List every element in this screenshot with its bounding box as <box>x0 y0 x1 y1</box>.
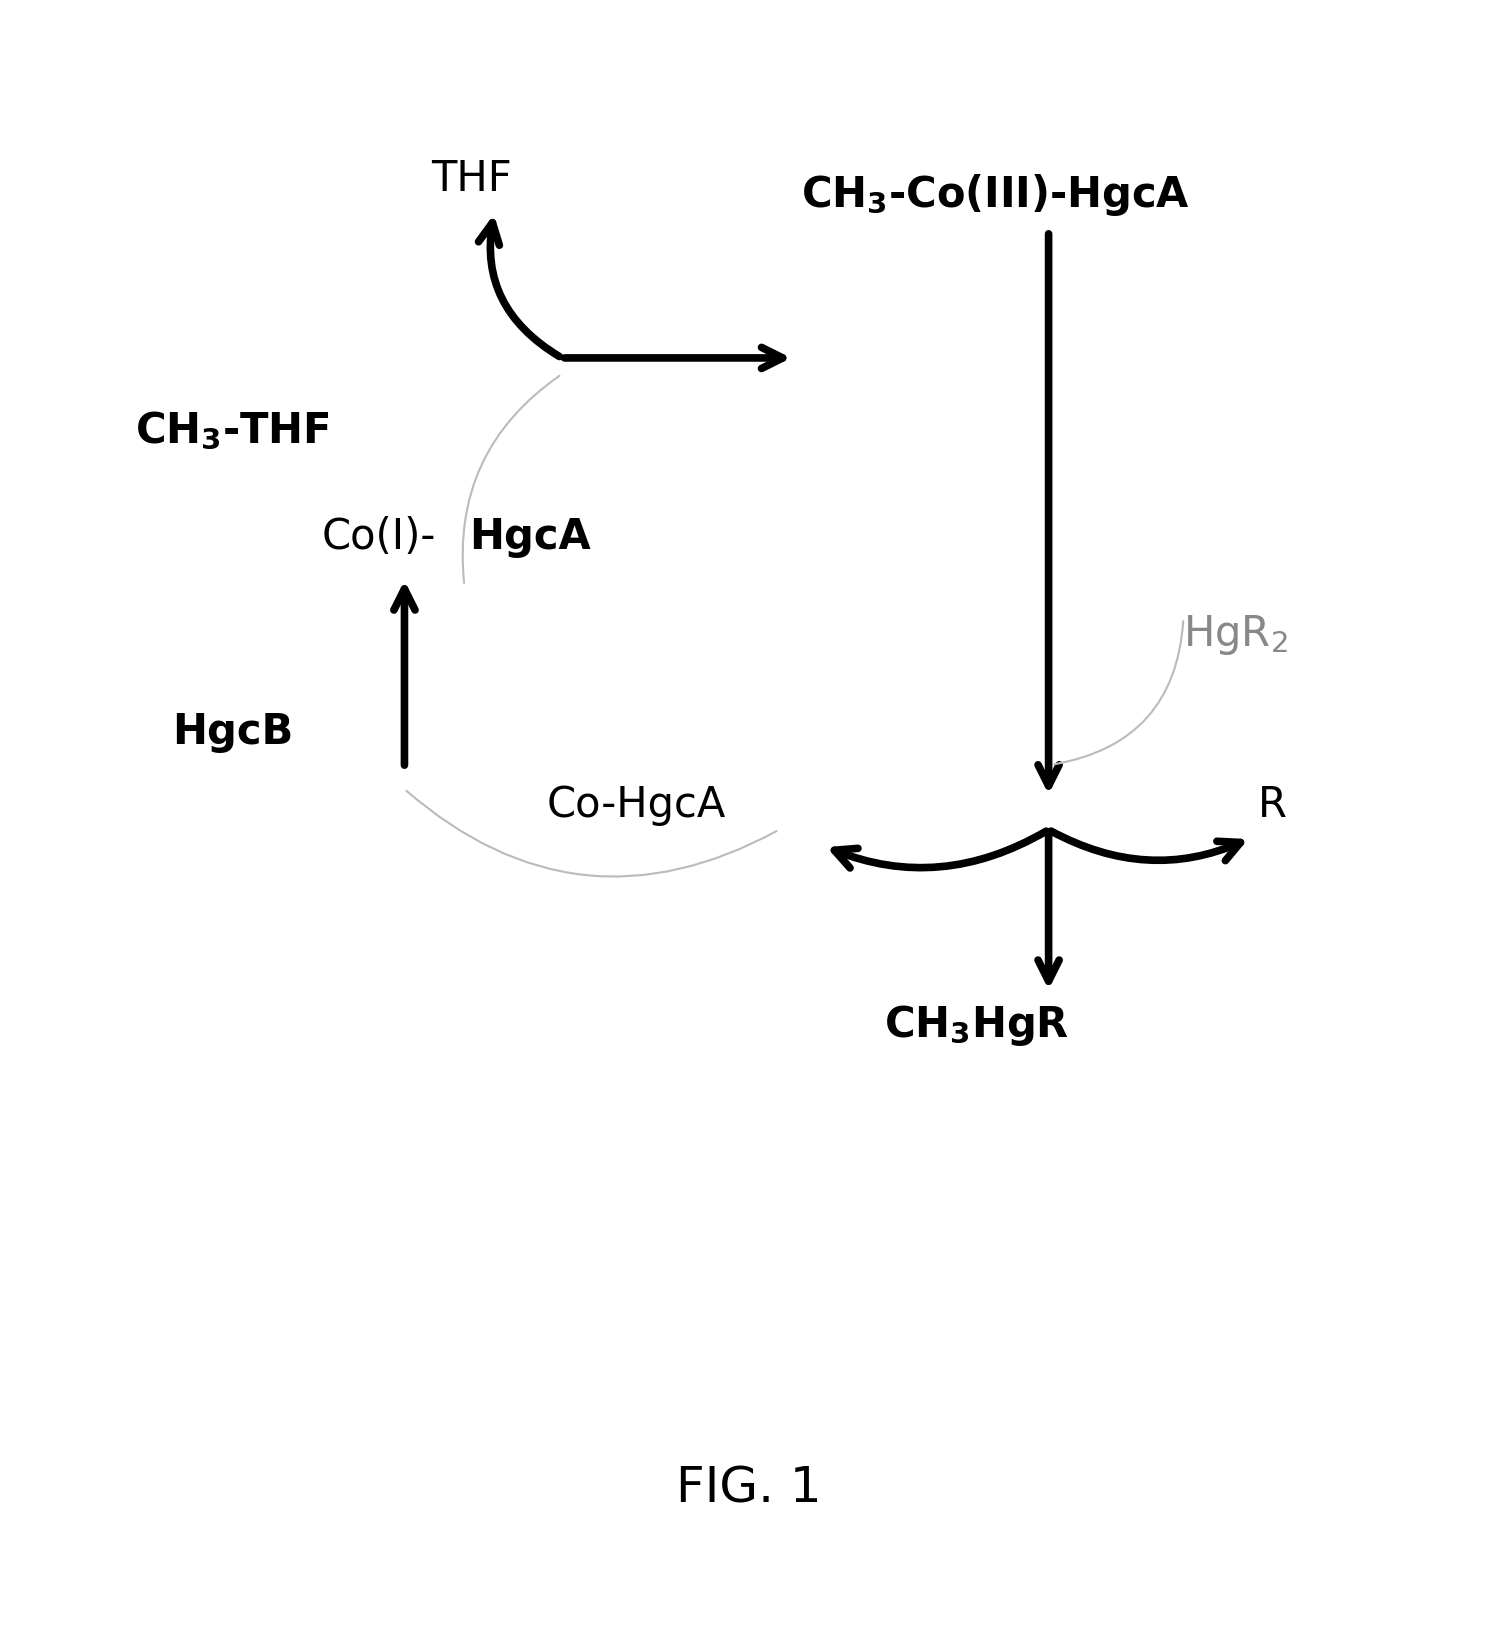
Text: Co(I)-: Co(I)- <box>322 516 436 558</box>
Text: HgcB: HgcB <box>172 711 294 753</box>
Text: FIG. 1: FIG. 1 <box>676 1464 822 1513</box>
Text: $\mathbf{CH_3}$-THF: $\mathbf{CH_3}$-THF <box>135 410 330 452</box>
Text: HgcA: HgcA <box>469 516 590 558</box>
Text: $\mathbf{CH_3}$-Co(III)-HgcA: $\mathbf{CH_3}$-Co(III)-HgcA <box>801 172 1191 218</box>
Text: $\mathbf{CH_3}$HgR: $\mathbf{CH_3}$HgR <box>884 1002 1070 1048</box>
Text: HgR$_2$: HgR$_2$ <box>1183 612 1288 657</box>
Text: THF: THF <box>431 158 512 200</box>
Text: R: R <box>1258 784 1287 827</box>
Text: Co-HgcA: Co-HgcA <box>547 784 727 827</box>
